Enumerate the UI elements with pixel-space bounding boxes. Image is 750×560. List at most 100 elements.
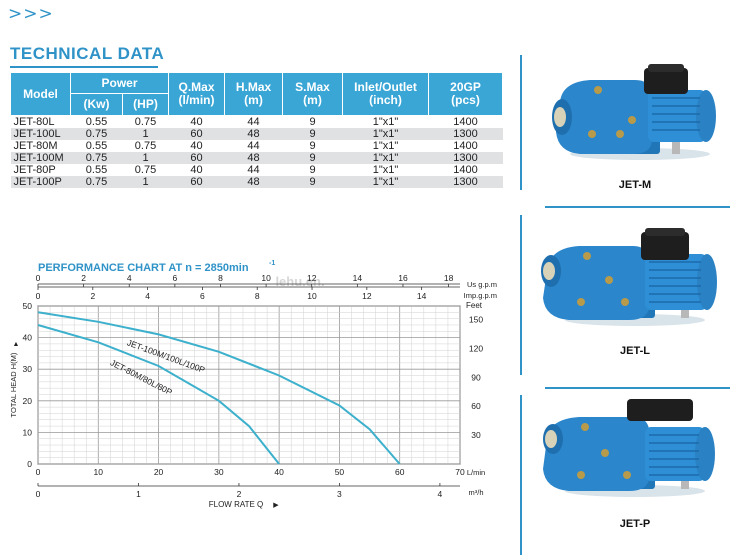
table-cell: 60 [168,152,225,164]
table-cell: 60 [168,176,225,188]
top-us-unit: Us g.p.m [467,280,497,289]
bottom-m3h-tick-label: 2 [237,489,242,499]
pump-image-jet-m [540,62,740,177]
model-cell: JET-80L [10,115,71,128]
table-cell: 9 [282,164,343,176]
table-cell: 0.75 [70,176,123,188]
table-row: JET-100L 0.75 1 60 48 9 1"x1" 1300 [10,128,503,140]
bottom-m3h-tick-label: 0 [36,489,41,499]
header-smax: S.Max (m) [282,72,344,116]
pump-label-jet-p: JET-P [619,518,651,530]
top-imp-tick-label: 0 [36,291,41,301]
table-cell: 0.55 [70,115,123,128]
top-imp-tick-label: 14 [417,291,427,301]
model-cell: JET-80P [10,164,71,176]
table-cell: 9 [282,152,343,164]
table-cell: 1"x1" [342,140,429,152]
header-power: Power [69,72,170,94]
section-title: TECHNICAL DATA [10,44,165,63]
table-cell: 9 [282,115,343,128]
y-axis-label: TOTAL HEAD H(M) [9,352,18,417]
table-row: JET-100P 0.75 1 60 48 9 1"x1" 1300 [10,176,503,188]
y-axis-arrow-icon: ▲ [13,341,20,348]
model-cell: JET-100L [10,128,71,140]
table-cell: 0.75 [70,152,123,164]
table-cell: 9 [282,176,343,188]
bottom-lmin-tick-label: 50 [335,467,345,477]
header-hp: (HP) [121,93,170,116]
table-cell: 40 [168,140,225,152]
top-imp-tick-label: 4 [145,291,150,301]
performance-chart: lehu.en. PERFORMANCE CHART AT n = 2850min… [0,254,505,555]
series-line [37,324,280,465]
top-us-tick-label: 16 [398,273,408,283]
bottom-lmin-tick-label: 30 [214,467,224,477]
table-cell: 1400 [428,164,503,176]
header-qmax: Q.Max (l/min) [168,72,226,116]
pump-image-jet-p [535,397,735,512]
table-cell: 0.55 [70,164,123,176]
header-model: Model [10,72,71,116]
bottom-m3h-tick-label: 4 [438,489,443,499]
pump-label-jet-l: JET-L [620,345,650,357]
table-cell: 48 [224,176,283,188]
table-row: JET-80P 0.55 0.75 40 44 9 1"x1" 1400 [10,164,503,176]
right-tick-label: 150 [469,314,483,324]
table-cell: 1"x1" [342,152,429,164]
header-hmax: H.Max (m) [224,72,284,116]
table-cell: 1400 [428,140,503,152]
left-tick-label: 40 [23,333,33,343]
bottom-m3h-tick-label: 3 [337,489,342,499]
bottom-m3h-unit: m³/h [469,488,484,497]
right-unit: Feet [466,301,483,310]
top-us-tick-label: 8 [218,273,223,283]
watermark-text: lehu.en. [275,274,324,289]
top-us-tick-label: 2 [81,273,86,283]
right-tick-label: 30 [471,430,481,440]
left-tick-label: 20 [23,396,33,406]
table-cell: 0.75 [122,140,169,152]
header-inlet-outlet: Inlet/Outlet (inch) [342,72,430,116]
performance-chart-svg: lehu.en. PERFORMANCE CHART AT n = 2850min… [9,260,497,509]
right-tick-label: 120 [469,343,483,353]
table-cell: 1"x1" [342,115,429,128]
table-cell: 40 [168,115,225,128]
top-us-tick-label: 10 [261,273,271,283]
table-row: JET-80L 0.55 0.75 40 44 9 1"x1" 1400 [10,115,503,128]
chart-title-superscript: -1 [269,260,275,267]
divider-line [520,55,522,190]
table-cell: 1400 [428,115,503,128]
table-cell: 1 [122,128,169,140]
top-imp-tick-label: 12 [362,291,372,301]
table-cell: 48 [224,152,283,164]
right-tick-label: 60 [471,401,481,411]
table-cell: 60 [168,128,225,140]
header-20gp: 20GP (pcs) [428,72,504,116]
left-tick-label: 30 [23,364,33,374]
table-cell: 0.75 [122,115,169,128]
top-us-tick-label: 0 [36,273,41,283]
top-imp-tick-label: 2 [90,291,95,301]
x-axis-arrow-icon: ▶ [273,502,279,509]
series-line [37,311,401,465]
table-cell: 0.55 [70,140,123,152]
top-imp-tick-label: 10 [307,291,317,301]
top-us-tick-label: 18 [444,273,454,283]
plot-area [37,305,461,465]
table-cell: 44 [224,164,283,176]
left-tick-label: 50 [23,301,33,311]
pump-icon [541,228,717,326]
bottom-lmin-tick-label: 60 [395,467,405,477]
pump-image-jet-l [535,226,735,341]
top-us-tick-label: 4 [127,273,132,283]
divider-line [545,387,730,389]
model-cell: JET-100M [10,152,71,164]
title-underline [10,66,158,68]
right-tick-label: 90 [471,372,481,382]
divider-line [545,206,730,208]
table-cell: 9 [282,140,343,152]
pump-icon [552,64,716,160]
table-cell: 1300 [428,176,503,188]
table-cell: 1"x1" [342,128,429,140]
top-us-tick-label: 6 [172,273,177,283]
